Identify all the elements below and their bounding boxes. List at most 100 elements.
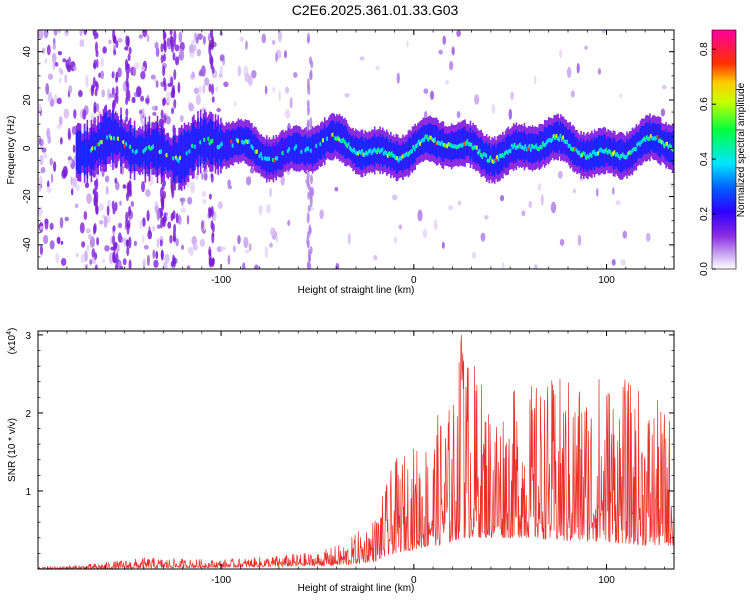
- heatmap-streak-cell: [115, 252, 119, 265]
- spectrogram-y-tick-label: 0: [22, 145, 33, 151]
- heatmap-noise-cell: [38, 103, 42, 112]
- heatmap-noise-cell: [220, 246, 226, 251]
- heatmap-streak-cell: [209, 207, 213, 216]
- heatmap-noise-cell: [46, 44, 51, 56]
- heatmap-noise-cell: [142, 30, 148, 38]
- heatmap-noise-cell: [188, 102, 194, 112]
- heatmap-noise-cell: [272, 86, 276, 93]
- heatmap-noise-cell: [347, 232, 351, 245]
- heatmap-streak-cell: [95, 197, 99, 207]
- spectrogram-y-tick-label: -20: [22, 189, 33, 204]
- heatmap-noise-cell: [245, 40, 248, 51]
- heatmap-noise-cell: [175, 212, 179, 224]
- heatmap-noise-cell: [456, 111, 461, 119]
- heatmap-noise-cell: [166, 91, 171, 104]
- heatmap-noise-cell: [573, 188, 576, 194]
- heatmap-streak-cell: [306, 170, 310, 181]
- heatmap-noise-cell: [130, 201, 135, 208]
- heatmap-noise-cell: [392, 194, 398, 201]
- heatmap-noise-cell: [216, 107, 222, 113]
- heatmap-noise-cell: [155, 201, 158, 207]
- heatmap-streak-cell: [309, 174, 313, 185]
- heatmap-noise-cell: [138, 34, 143, 39]
- heatmap-streak-cell: [306, 261, 310, 269]
- heatmap-noise-cell: [406, 40, 409, 48]
- heatmap-noise-cell: [335, 262, 340, 269]
- spectrogram-panel: -100 0 100 -40 -20 0 20 40 Height of straight …: [6, 29, 675, 296]
- heatmap-noise-cell: [174, 56, 180, 66]
- heatmap-noise-cell: [106, 205, 110, 216]
- heatmap-streak-cell: [208, 83, 212, 93]
- heatmap-streak-cell: [126, 35, 130, 48]
- heatmap-noise-cell: [344, 93, 350, 98]
- heatmap-noise-cell: [179, 41, 185, 51]
- heatmap-noise-cell: [164, 253, 170, 264]
- heatmap-noise-cell: [140, 95, 145, 102]
- heatmap-streak-cell: [308, 224, 312, 235]
- heatmap-noise-cell: [619, 93, 622, 99]
- heatmap-streak-cell: [113, 49, 117, 56]
- heatmap-streak-cell: [169, 30, 173, 36]
- heatmap-noise-cell: [75, 184, 80, 192]
- heatmap-noise-cell: [198, 85, 202, 95]
- heatmap-noise-cell: [266, 203, 271, 214]
- heatmap-streak-cell: [306, 119, 310, 131]
- heatmap-streak-cell: [93, 186, 97, 199]
- heatmap-streak-cell: [94, 88, 98, 97]
- heatmap-noise-cell: [190, 181, 196, 194]
- heatmap-noise-cell: [74, 203, 79, 209]
- heatmap-noise-cell: [566, 66, 572, 79]
- heatmap-noise-cell: [174, 44, 180, 52]
- heatmap-noise-cell: [203, 172, 208, 181]
- heatmap-noise-cell: [287, 219, 291, 227]
- heatmap-streak-cell: [211, 257, 215, 265]
- heatmap-noise-cell: [72, 177, 77, 188]
- heatmap-noise-cell: [202, 198, 207, 204]
- heatmap-noise-cell: [117, 232, 122, 243]
- heatmap-noise-cell: [559, 238, 565, 246]
- snr-y-tick-label: 1: [25, 487, 31, 498]
- heatmap-noise-cell: [86, 193, 92, 205]
- heatmap-noise-cell: [60, 240, 64, 245]
- heatmap-noise-cell: [199, 69, 203, 75]
- heatmap-noise-cell: [38, 30, 44, 40]
- heatmap-noise-cell: [239, 36, 244, 43]
- heatmap-noise-cell: [456, 30, 461, 37]
- heatmap-streak-cell: [128, 259, 132, 269]
- heatmap-noise-cell: [141, 181, 146, 193]
- heatmap-noise-cell: [181, 197, 186, 203]
- heatmap-noise-cell: [73, 65, 77, 71]
- heatmap-noise-cell: [44, 58, 48, 64]
- heatmap-noise-cell: [237, 234, 241, 245]
- heatmap-streak-cell: [163, 43, 167, 53]
- heatmap-noise-cell: [540, 194, 544, 206]
- heatmap-noise-cell: [52, 58, 56, 71]
- heatmap-noise-cell: [180, 206, 186, 214]
- heatmap-streak-cell: [211, 222, 215, 233]
- heatmap-streak-cell: [162, 65, 166, 77]
- heatmap-noise-cell: [61, 169, 67, 179]
- heatmap-noise-cell: [319, 209, 324, 220]
- heatmap-noise-cell: [99, 219, 104, 225]
- heatmap-noise-cell: [68, 56, 72, 66]
- heatmap-noise-cell: [570, 90, 576, 98]
- heatmap-noise-cell: [79, 222, 85, 234]
- heatmap-streak-cell: [95, 50, 99, 58]
- heatmap-noise-cell: [253, 264, 259, 269]
- heatmap-noise-cell: [275, 235, 279, 244]
- heatmap-streak-cell: [211, 83, 215, 96]
- spectrogram-y-label: Frequency (Hz): [6, 116, 17, 185]
- heatmap-noise-cell: [215, 86, 219, 92]
- heatmap-noise-cell: [660, 108, 666, 117]
- heatmap-streak-cell: [210, 30, 214, 39]
- heatmap-noise-cell: [232, 245, 236, 253]
- heatmap-noise-cell: [178, 48, 185, 61]
- colorbar-tick-label: 0.0: [699, 262, 710, 276]
- heatmap-streak-cell: [125, 97, 129, 105]
- heatmap-noise-cell: [43, 234, 49, 245]
- heatmap-noise-cell: [133, 240, 138, 247]
- spectrogram-x-label: Height of straight line (km): [298, 285, 415, 296]
- heatmap-noise-cell: [264, 246, 269, 259]
- heatmap-noise-cell: [103, 215, 108, 228]
- snr-y-ticks: 1 2 3: [25, 331, 674, 554]
